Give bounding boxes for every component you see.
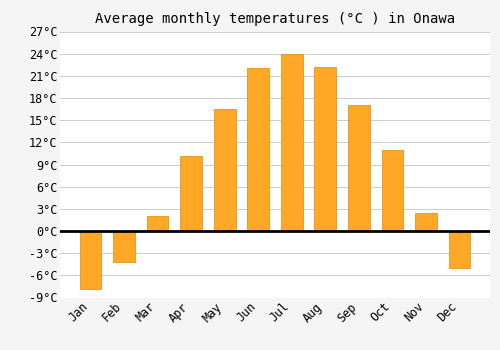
Bar: [180, 156, 202, 231]
Bar: [146, 216, 169, 231]
Title: Average monthly temperatures (°C ) in Onawa: Average monthly temperatures (°C ) in On…: [95, 12, 455, 26]
Bar: [80, 231, 102, 289]
Bar: [113, 231, 135, 262]
Bar: [448, 231, 470, 268]
Bar: [214, 109, 236, 231]
Bar: [314, 67, 336, 231]
Bar: [348, 105, 370, 231]
Bar: [415, 212, 437, 231]
Bar: [281, 54, 302, 231]
Bar: [382, 150, 404, 231]
Bar: [248, 69, 269, 231]
